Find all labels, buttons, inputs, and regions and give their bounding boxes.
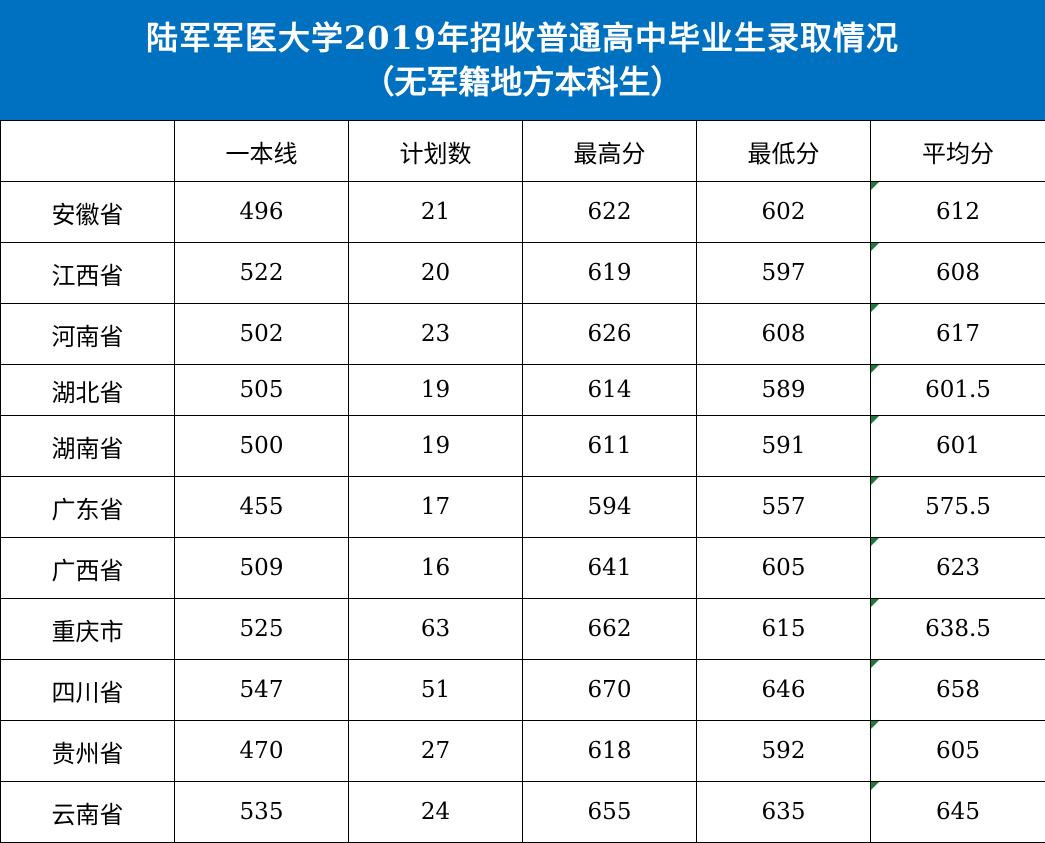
plan-cell: 19 <box>349 416 523 477</box>
province-cell: 云南省 <box>1 782 175 843</box>
table-row: 安徽省 496 21 622 602 612 <box>1 182 1045 243</box>
header-min: 最低分 <box>697 121 871 182</box>
max-cell: 670 <box>523 660 697 721</box>
max-cell: 618 <box>523 721 697 782</box>
plan-cell: 21 <box>349 182 523 243</box>
province-cell: 四川省 <box>1 660 175 721</box>
cutoff-cell: 500 <box>175 416 349 477</box>
plan-cell: 63 <box>349 599 523 660</box>
province-cell: 河南省 <box>1 304 175 365</box>
avg-cell: 617 <box>871 304 1045 365</box>
header-avg: 平均分 <box>871 121 1045 182</box>
province-cell: 广西省 <box>1 538 175 599</box>
province-cell: 江西省 <box>1 243 175 304</box>
cutoff-cell: 547 <box>175 660 349 721</box>
table-row: 广东省 455 17 594 557 575.5 <box>1 477 1045 538</box>
table-header-row: 一本线 计划数 最高分 最低分 平均分 <box>1 121 1045 182</box>
table-row: 湖北省 505 19 614 589 601.5 <box>1 365 1045 416</box>
min-cell: 635 <box>697 782 871 843</box>
table-row: 湖南省 500 19 611 591 601 <box>1 416 1045 477</box>
admission-table: 一本线 计划数 最高分 最低分 平均分 安徽省 496 21 622 602 6… <box>0 120 1045 843</box>
province-cell: 贵州省 <box>1 721 175 782</box>
cutoff-cell: 525 <box>175 599 349 660</box>
table-row: 广西省 509 16 641 605 623 <box>1 538 1045 599</box>
header-plan: 计划数 <box>349 121 523 182</box>
min-cell: 597 <box>697 243 871 304</box>
max-cell: 655 <box>523 782 697 843</box>
max-cell: 662 <box>523 599 697 660</box>
max-cell: 594 <box>523 477 697 538</box>
header-max: 最高分 <box>523 121 697 182</box>
max-cell: 619 <box>523 243 697 304</box>
avg-cell: 575.5 <box>871 477 1045 538</box>
plan-cell: 23 <box>349 304 523 365</box>
avg-cell: 601.5 <box>871 365 1045 416</box>
cutoff-cell: 509 <box>175 538 349 599</box>
avg-cell: 601 <box>871 416 1045 477</box>
header-corner <box>1 121 175 182</box>
cutoff-cell: 522 <box>175 243 349 304</box>
table-row: 贵州省 470 27 618 592 605 <box>1 721 1045 782</box>
max-cell: 622 <box>523 182 697 243</box>
plan-cell: 51 <box>349 660 523 721</box>
avg-cell: 608 <box>871 243 1045 304</box>
province-cell: 重庆市 <box>1 599 175 660</box>
cutoff-cell: 502 <box>175 304 349 365</box>
cutoff-cell: 470 <box>175 721 349 782</box>
province-cell: 湖北省 <box>1 365 175 416</box>
table-row: 四川省 547 51 670 646 658 <box>1 660 1045 721</box>
table-row: 江西省 522 20 619 597 608 <box>1 243 1045 304</box>
min-cell: 608 <box>697 304 871 365</box>
min-cell: 589 <box>697 365 871 416</box>
plan-cell: 19 <box>349 365 523 416</box>
min-cell: 591 <box>697 416 871 477</box>
page-subtitle: （无军籍地方本科生） <box>362 60 682 104</box>
min-cell: 602 <box>697 182 871 243</box>
plan-cell: 27 <box>349 721 523 782</box>
min-cell: 605 <box>697 538 871 599</box>
min-cell: 557 <box>697 477 871 538</box>
avg-cell: 612 <box>871 182 1045 243</box>
table-row: 云南省 535 24 655 635 645 <box>1 782 1045 843</box>
province-cell: 广东省 <box>1 477 175 538</box>
max-cell: 626 <box>523 304 697 365</box>
avg-cell: 638.5 <box>871 599 1045 660</box>
min-cell: 646 <box>697 660 871 721</box>
max-cell: 614 <box>523 365 697 416</box>
plan-cell: 17 <box>349 477 523 538</box>
plan-cell: 24 <box>349 782 523 843</box>
page-title: 陆军军医大学2019年招收普通高中毕业生录取情况 <box>146 16 899 60</box>
avg-cell: 645 <box>871 782 1045 843</box>
table-row: 河南省 502 23 626 608 617 <box>1 304 1045 365</box>
max-cell: 641 <box>523 538 697 599</box>
plan-cell: 16 <box>349 538 523 599</box>
avg-cell: 605 <box>871 721 1045 782</box>
min-cell: 615 <box>697 599 871 660</box>
cutoff-cell: 535 <box>175 782 349 843</box>
avg-cell: 658 <box>871 660 1045 721</box>
title-banner: 陆军军医大学2019年招收普通高中毕业生录取情况 （无军籍地方本科生） <box>0 0 1045 120</box>
cutoff-cell: 496 <box>175 182 349 243</box>
avg-cell: 623 <box>871 538 1045 599</box>
cutoff-cell: 505 <box>175 365 349 416</box>
province-cell: 安徽省 <box>1 182 175 243</box>
header-cutoff: 一本线 <box>175 121 349 182</box>
province-cell: 湖南省 <box>1 416 175 477</box>
min-cell: 592 <box>697 721 871 782</box>
cutoff-cell: 455 <box>175 477 349 538</box>
table-row: 重庆市 525 63 662 615 638.5 <box>1 599 1045 660</box>
max-cell: 611 <box>523 416 697 477</box>
plan-cell: 20 <box>349 243 523 304</box>
